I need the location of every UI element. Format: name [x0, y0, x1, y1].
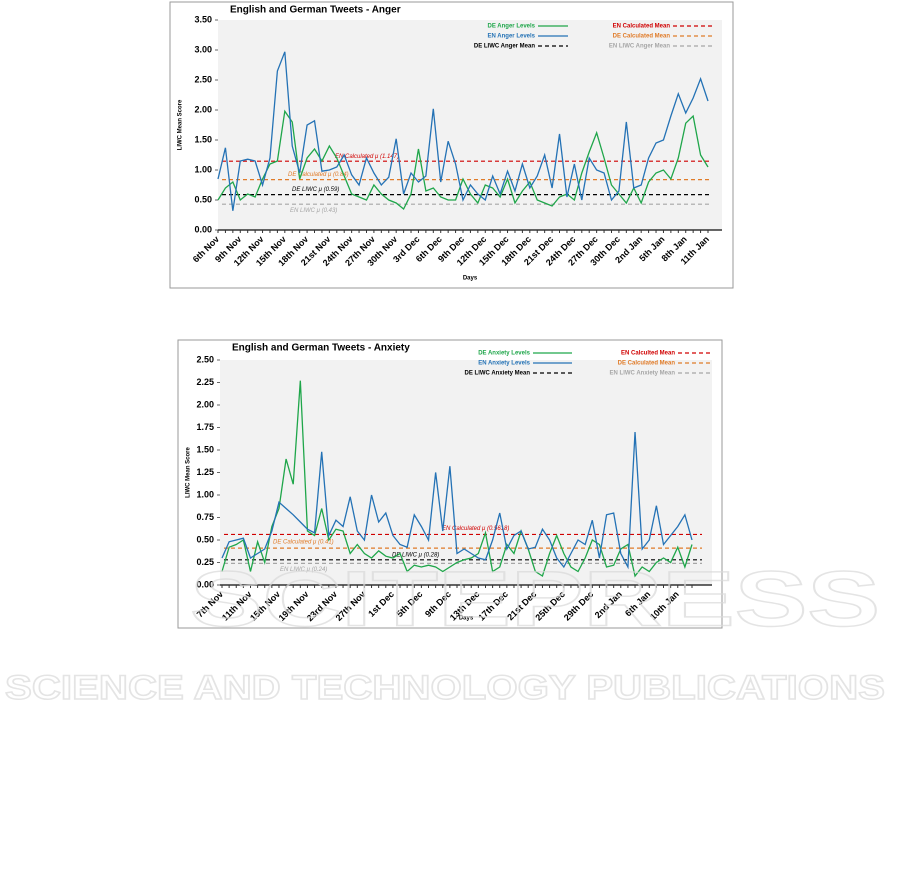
y-tick-label: 1.00	[194, 164, 212, 174]
data-line	[217, 109, 709, 211]
y-tick-label: 0.50	[194, 194, 212, 204]
mean-label: EN Calculated μ (0.5618)	[442, 526, 509, 532]
legend-label: EN Anger Levels	[488, 34, 536, 40]
mean-label: DE Calculated μ (0.41)	[273, 540, 334, 546]
plot-area	[218, 20, 722, 230]
legend-label: DE LIWC Anxiety Mean	[465, 371, 531, 377]
mean-label: DE LIWC μ (0.59)	[292, 187, 339, 193]
legend-label: EN LIWC Anger Mean	[609, 44, 670, 50]
data-line	[221, 431, 693, 570]
legend-label: EN Anxiety Levels	[478, 361, 530, 367]
data-line	[217, 51, 709, 211]
y-tick-label: 0.75	[196, 512, 214, 522]
y-tick-label: 2.50	[194, 74, 212, 84]
mean-label: EN Calculated μ (1.147)	[335, 154, 399, 160]
chart-title: English and German Tweets - Anxiety	[232, 343, 410, 354]
y-tick-label: 2.00	[196, 399, 214, 409]
legend-label: EN Calculated Mean	[613, 24, 671, 30]
y-tick-label: 0.00	[196, 579, 214, 589]
y-tick-label: 3.50	[194, 14, 212, 24]
y-tick-label: 2.00	[194, 104, 212, 114]
y-tick-label: 2.25	[196, 377, 214, 387]
y-axis-label: LIWC Mean Score	[178, 99, 184, 150]
mean-label: EN LIWC μ (0.43)	[290, 208, 337, 214]
x-axis-label: Days	[463, 276, 478, 282]
chart-title: English and German Tweets - Anger	[230, 5, 401, 16]
mean-label: DE LIWC μ (0.28)	[392, 552, 439, 558]
mean-label: EN LIWC μ (0.24)	[280, 567, 327, 573]
watermark-title: SCITEPRESS	[190, 555, 880, 643]
legend-label: EN LIWC Anxiety Mean	[610, 371, 676, 377]
legend-label: DE Calculated Mean	[618, 361, 676, 367]
x-axis-label: Days	[459, 616, 474, 622]
data-line	[221, 380, 693, 578]
y-tick-label: 1.25	[196, 467, 214, 477]
legend-label: EN Calculted Mean	[621, 351, 675, 357]
y-axis-label: LIWC Mean Score	[186, 447, 192, 498]
y-tick-label: 1.75	[196, 422, 214, 432]
mean-label: DE Calculated μ (0.84)	[288, 172, 349, 178]
y-tick-label: 3.00	[194, 44, 212, 54]
y-tick-label: 0.50	[196, 534, 214, 544]
y-tick-label: 0.25	[196, 557, 214, 567]
watermark-subtitle: SCIENCE AND TECHNOLOGY PUBLICATIONS	[5, 669, 885, 707]
legend-label: DE Anxiety Levels	[478, 351, 530, 357]
legend-label: DE LIWC Anger Mean	[474, 44, 535, 50]
charts: English and German Tweets - Anger 0.00 0.5…	[169, 1, 734, 629]
y-tick-label: 1.00	[196, 489, 214, 499]
y-tick-label: 1.50	[194, 134, 212, 144]
y-tick-label: 1.50	[196, 444, 214, 454]
legend-label: DE Anger Levels	[488, 24, 536, 30]
legend-label: DE Calculated Mean	[613, 34, 671, 40]
y-tick-label: 0.00	[194, 224, 212, 234]
y-tick-label: 2.50	[196, 354, 214, 364]
